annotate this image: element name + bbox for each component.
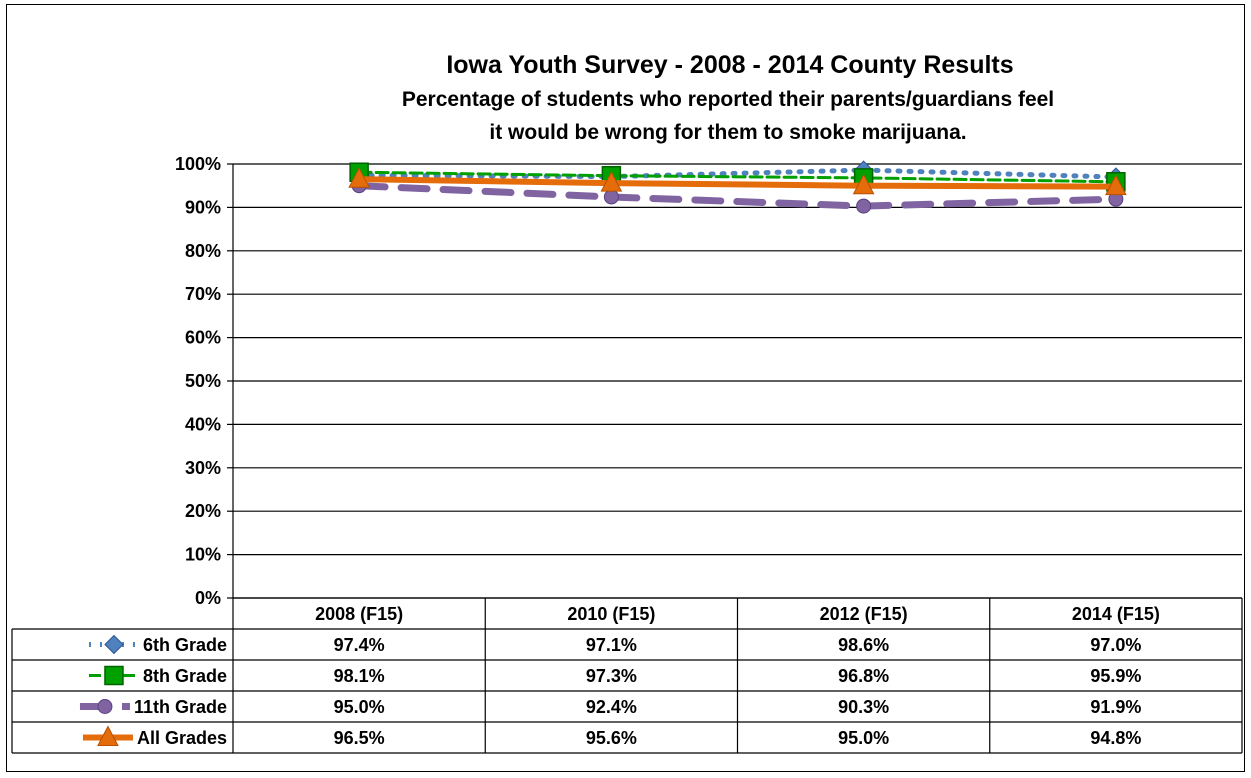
x-tick-label: 2010 (F15): [567, 604, 655, 624]
gridlines: [233, 163, 1242, 599]
data-point: [600, 171, 623, 192]
data-label: 97.1%: [586, 635, 637, 655]
legend-label: All Grades: [137, 728, 227, 748]
x-tick-label: 2012 (F15): [820, 604, 908, 624]
legend-key-marker: [97, 725, 119, 746]
data-label: 91.9%: [1090, 697, 1141, 717]
chart-subtitle-line1: Percentage of students who reported thei…: [402, 88, 1054, 111]
x-tick-label: 2008 (F15): [315, 604, 403, 624]
data-point: [348, 167, 370, 188]
chart-subtitle-line2: it would be wrong for them to smoke mari…: [489, 121, 966, 144]
y-tick-label: 70%: [185, 284, 221, 304]
y-tick-label: 0%: [195, 588, 221, 608]
y-tick-label: 20%: [185, 501, 221, 521]
y-tick-label: 10%: [185, 545, 221, 565]
y-tick-label: 60%: [185, 328, 221, 348]
series-line-8th-grade: [357, 170, 1118, 184]
data-label: 97.3%: [586, 666, 637, 686]
data-label: 95.0%: [334, 697, 385, 717]
series-lines: [348, 160, 1127, 214]
data-label: 96.5%: [334, 728, 385, 748]
data-label: 97.0%: [1090, 635, 1141, 655]
data-point: [1105, 174, 1127, 196]
x-tick-label: 2014 (F15): [1072, 604, 1160, 624]
legend-key-marker: [104, 665, 124, 686]
y-tick-label: 30%: [185, 458, 221, 478]
data-label: 97.4%: [334, 635, 385, 655]
y-axis: 0% 10% 20% 30% 40% 50% 60% 70% 80% 90% 100%: [175, 154, 234, 608]
legend-key-marker: [104, 634, 124, 655]
y-tick-label: 40%: [185, 414, 221, 434]
series-line-all-grades: [356, 176, 1119, 190]
legend-label: 11th Grade: [134, 697, 227, 717]
data-label: 96.8%: [838, 666, 889, 686]
data-point: [856, 198, 872, 214]
legend-key-marker: [97, 699, 113, 714]
y-tick-label: 100%: [175, 154, 221, 174]
y-tick-label: 90%: [185, 197, 221, 217]
y-tick-label: 80%: [185, 241, 221, 261]
chart-frame: [6, 4, 1245, 772]
data-point: [603, 189, 619, 205]
data-label: 95.9%: [1090, 666, 1141, 686]
y-tick-label: 50%: [185, 371, 221, 391]
data-label: 95.0%: [838, 728, 889, 748]
data-label: 98.6%: [838, 635, 889, 655]
data-label: 92.4%: [586, 697, 637, 717]
series-line-11th-grade: [355, 182, 1120, 210]
data-label: 95.6%: [586, 728, 637, 748]
data-label: 90.3%: [838, 697, 889, 717]
data-label: 94.8%: [1090, 728, 1141, 748]
legend-label: 6th Grade: [143, 635, 227, 655]
data-table: 2008 (F15) 2010 (F15) 2012 (F15) 2014 (F15)…: [11, 597, 1243, 754]
data-point: [852, 173, 875, 195]
data-label: 98.1%: [334, 666, 385, 686]
series-line-6th-grade: [356, 167, 1119, 180]
chart-title: Iowa Youth Survey - 2008 - 2014 County R…: [446, 51, 1013, 79]
legend-label: 8th Grade: [143, 666, 227, 686]
